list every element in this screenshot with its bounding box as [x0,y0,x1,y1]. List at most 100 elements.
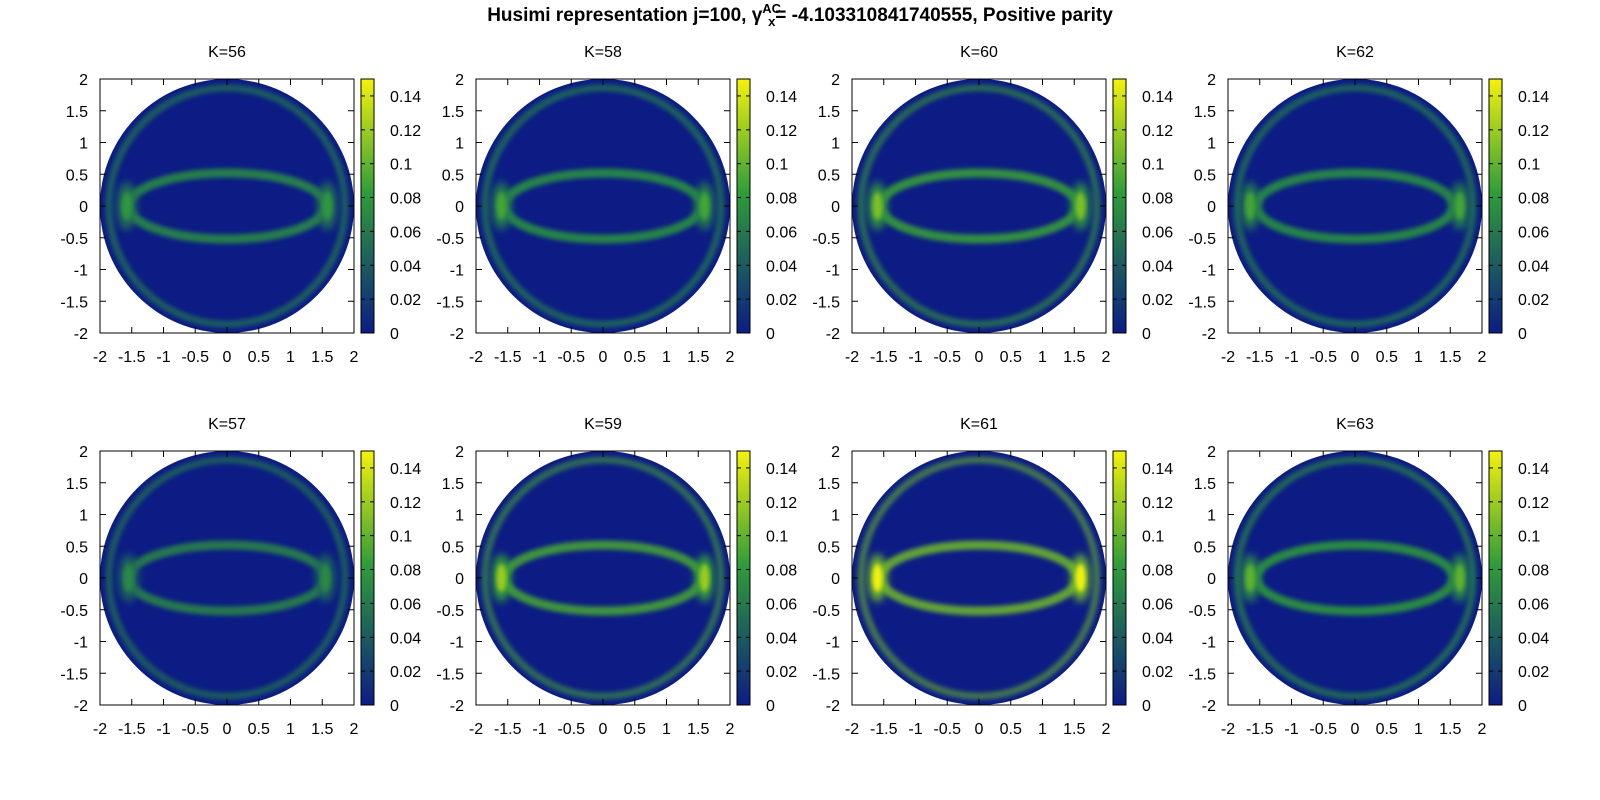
colorbar-tick-label: 0.02 [390,292,421,309]
x-tick-label: 1 [1038,349,1047,366]
husimi-hotspot-core [1075,192,1086,220]
x-tick-label: 0 [223,721,232,738]
x-tick-label: -1.5 [1246,721,1274,738]
colorbar-tick-label: 0.08 [1142,191,1173,208]
x-tick-label: -2 [845,721,859,738]
colorbar [360,450,375,706]
y-tick-label: 1 [455,136,464,153]
x-tick-label: -0.5 [557,721,585,738]
colorbar-tick-label: 0.12 [390,123,421,140]
husimi-panel: K=61 -2 -1.5 -1 -0.5 0 0.5 1 1.5 2 2 1.5 1 0.5 0 -0.5 -1… [812,416,1173,738]
x-tick-label: 0 [223,349,232,366]
x-tick-label: 1.5 [687,721,709,738]
colorbar-tick-label: 0.12 [390,495,421,512]
y-tick-label: -0.5 [60,231,88,248]
x-tick-label: -0.5 [1309,721,1337,738]
x-tick-label: 0.5 [1376,349,1398,366]
colorbar-tick-label: 0.02 [1518,664,1549,681]
husimi-panel: K=58 -2 -1.5 -1 -0.5 0 0.5 1 1.5 2 2 1.5 1 0.5 0 -0.5 -1… [436,44,797,366]
colorbar-tick-label: 0 [1142,326,1151,343]
husimi-disk [1228,79,1482,333]
husimi-structures [105,456,349,700]
colorbar-tick-label: 0.14 [1518,461,1549,478]
x-tick-label: 0.5 [1376,721,1398,738]
x-tick-label: 2 [1478,349,1487,366]
y-tick-label: -1.5 [60,294,88,311]
husimi-disk [100,79,354,333]
y-tick-label: 2 [79,72,88,89]
colorbar-tick-label: 0.08 [390,563,421,580]
y-tick-label: 1.5 [66,104,88,121]
colorbar-tick-label: 0.06 [766,596,797,613]
x-tick-label: -2 [845,349,859,366]
x-tick-label: -1 [908,349,922,366]
y-tick-label: -2 [826,698,840,715]
panel-title: K=60 [960,44,998,61]
x-tick-label: 0 [975,721,984,738]
colorbar [736,450,751,706]
x-tick-label: 2 [726,721,735,738]
x-tick-label: 1.5 [1439,721,1461,738]
y-tick-label: 0 [831,571,840,588]
y-tick-label: 1.5 [818,476,840,493]
y-tick-label: 1.5 [818,104,840,121]
colorbar-tick-label: 0.14 [390,461,421,478]
colorbar-tick-label: 0.12 [1142,495,1173,512]
colorbar-tick-label: 0.14 [1518,89,1549,106]
colorbar-tick-label: 0.04 [1142,258,1173,275]
x-tick-label: -2 [1221,349,1235,366]
colorbar-tick-label: 0.02 [1142,664,1173,681]
x-tick-label: 0 [1351,721,1360,738]
x-tick-label: -2 [1221,721,1235,738]
title-prefix: Husimi representation j=100, γ [487,5,763,26]
husimi-rim [1233,84,1477,328]
x-tick-label: 1 [662,349,671,366]
colorbar-tick-label: 0.04 [390,630,421,647]
y-tick-label: -1.5 [436,294,464,311]
colorbar-tick-label: 0.14 [390,89,421,106]
husimi-disk [852,79,1106,333]
colorbar-tick-label: 0.1 [766,529,788,546]
x-tick-label: 0 [599,721,608,738]
colorbar-tick-label: 0.12 [766,123,797,140]
colorbar-tick-label: 0.06 [390,596,421,613]
colorbar-tick-label: 0.14 [1142,461,1173,478]
y-tick-label: -1.5 [436,666,464,683]
colorbar-tick-label: 0.08 [390,191,421,208]
colorbar-tick-label: 0.02 [1142,292,1173,309]
x-tick-label: -1 [156,721,170,738]
x-tick-label: 0.5 [624,349,646,366]
y-tick-label: 0.5 [818,539,840,556]
husimi-hotspot-core [1245,564,1256,592]
colorbar-tick-label: 0.12 [1142,123,1173,140]
x-tick-label: 1 [662,721,671,738]
y-tick-label: 2 [455,444,464,461]
colorbar [1112,78,1127,334]
x-tick-label: -0.5 [933,721,961,738]
x-tick-label: 2 [1102,349,1111,366]
x-tick-label: -0.5 [181,349,209,366]
y-tick-label: 1 [79,508,88,525]
x-tick-label: -0.5 [1309,349,1337,366]
colorbar-tick-label: 0.06 [766,224,797,241]
panel-title: K=62 [1336,44,1374,61]
x-tick-label: -2 [93,721,107,738]
x-tick-label: 1 [286,349,295,366]
colorbar-tick-label: 0.02 [766,664,797,681]
y-tick-label: 1 [831,508,840,525]
husimi-rim [857,84,1101,328]
panel-title: K=56 [208,44,246,61]
x-tick-label: -1 [532,349,546,366]
husimi-hotspot-core [699,192,710,220]
colorbar-tick-label: 0.08 [1142,563,1173,580]
colorbar-tick-label: 0.12 [766,495,797,512]
y-tick-label: -2 [74,326,88,343]
panel-title: K=57 [208,416,246,433]
colorbar-tick-label: 0.12 [1518,495,1549,512]
y-tick-label: 0.5 [1194,167,1216,184]
y-tick-label: -1 [1202,263,1216,280]
x-tick-label: 0 [975,349,984,366]
panel-title: K=63 [1336,416,1374,433]
colorbar-tick-label: 0.04 [1518,630,1549,647]
